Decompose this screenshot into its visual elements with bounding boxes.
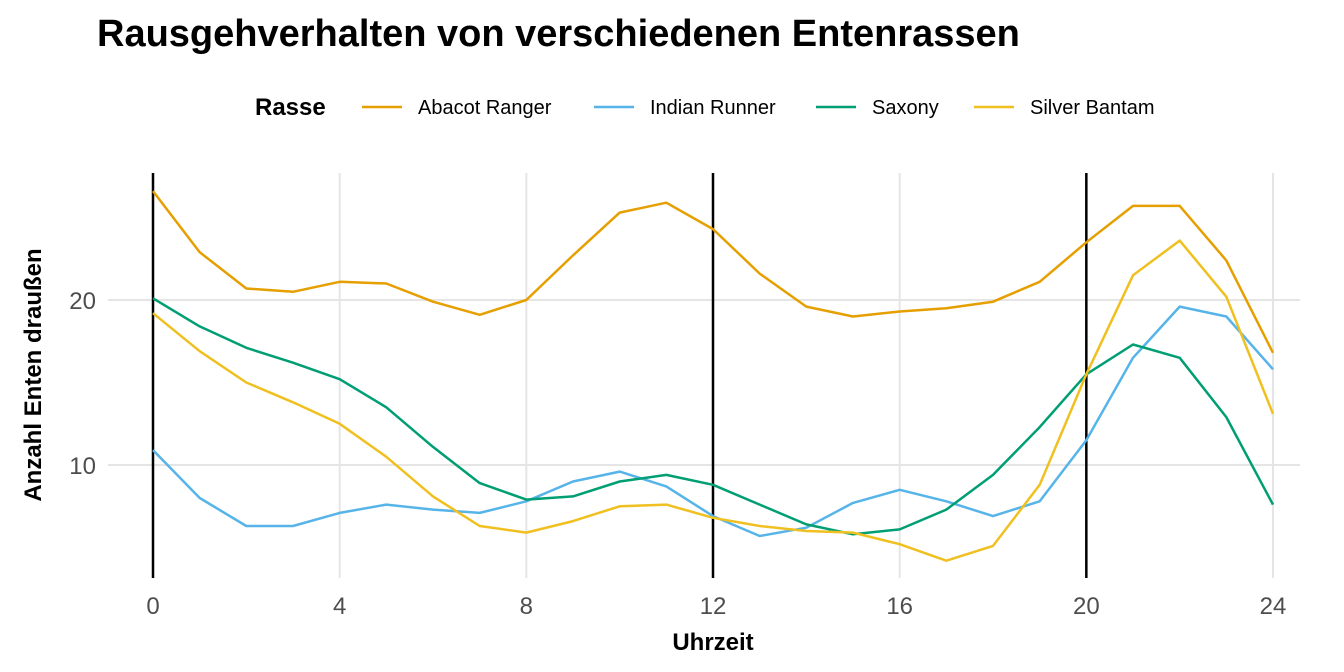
legend-title: Rasse <box>255 94 326 121</box>
legend-label: Abacot Ranger <box>418 97 552 119</box>
legend: Rasse Abacot Ranger Indian Runner Saxony Si… <box>255 94 1155 121</box>
series-line <box>152 305 1274 538</box>
x-tick-label: 16 <box>886 593 913 620</box>
x-tick-label: 12 <box>700 593 727 620</box>
reference-lines <box>151 173 1088 578</box>
legend-label: Indian Runner <box>650 97 776 119</box>
x-axis-ticks: 0 4 8 12 16 20 24 <box>146 593 1286 620</box>
x-tick-label: 20 <box>1073 593 1100 620</box>
legend-label: Saxony <box>872 97 939 119</box>
y-tick-label: 20 <box>69 288 96 315</box>
x-tick-label: 24 <box>1260 593 1287 620</box>
y-tick-label: 10 <box>69 453 96 480</box>
x-axis-title: Uhrzeit <box>672 629 753 656</box>
series-lines <box>152 190 1275 562</box>
x-tick-label: 0 <box>146 593 159 620</box>
y-axis-title: Anzahl Enten draußen <box>20 248 47 501</box>
series-line <box>152 239 1275 562</box>
x-tick-label: 8 <box>520 593 533 620</box>
chart-title: Rausgehverhalten von verschiedenen Enten… <box>97 13 1020 55</box>
series-line <box>152 190 1275 354</box>
legend-label: Silver Bantam <box>1030 97 1155 119</box>
y-axis-ticks: 10 20 <box>69 288 96 480</box>
gridlines <box>108 173 1300 578</box>
x-tick-label: 4 <box>333 593 346 620</box>
